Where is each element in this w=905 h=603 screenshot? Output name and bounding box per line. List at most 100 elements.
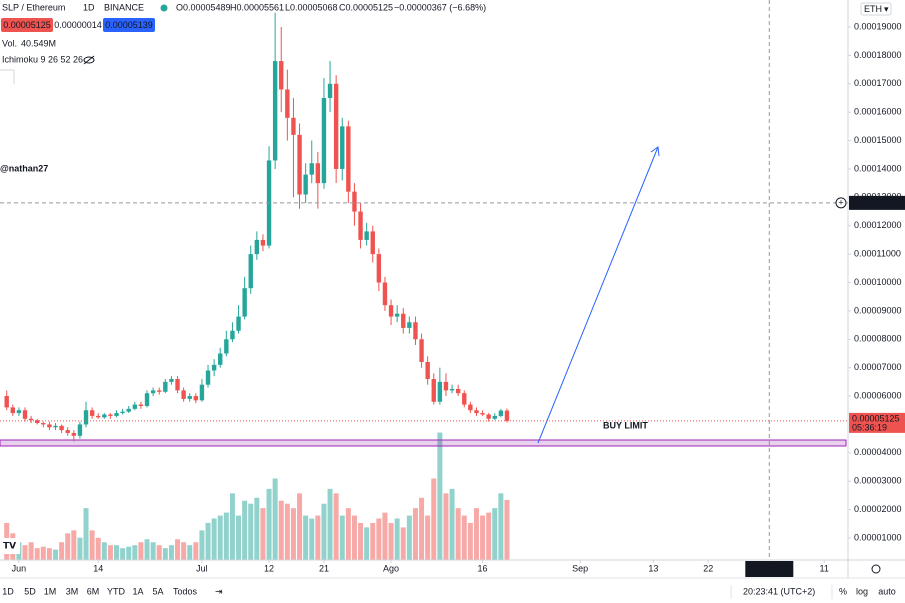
volume-bar <box>199 530 205 560</box>
x-tick-label: 14 <box>93 563 103 573</box>
volume-bar <box>278 500 284 560</box>
candle-body <box>114 413 119 416</box>
candle-body <box>327 83 333 98</box>
candle-body <box>163 381 168 392</box>
y-tick-label: 0.00002000 <box>854 504 902 514</box>
candle-body <box>407 322 412 328</box>
candle-body <box>346 126 351 192</box>
range-button[interactable]: 1A <box>132 586 143 596</box>
candle-body <box>175 379 180 391</box>
volume-bar <box>297 493 303 560</box>
range-button[interactable]: 1M <box>44 586 57 596</box>
candle-body <box>504 410 510 421</box>
y-tick-label: 0.00018000 <box>854 50 902 60</box>
eye-slash[interactable] <box>83 55 95 65</box>
candle-body <box>16 410 22 414</box>
candle-body <box>108 414 113 416</box>
volume-bar <box>107 545 113 560</box>
range-button[interactable]: 5A <box>152 586 163 596</box>
volume-bar <box>351 515 357 560</box>
eye-icon[interactable] <box>83 56 95 64</box>
volume-bar <box>382 512 388 560</box>
volume-bar <box>443 493 449 560</box>
range-button[interactable]: 5D <box>24 586 36 596</box>
candle-body <box>138 404 144 406</box>
volume-bar <box>358 522 364 560</box>
currency[interactable]: ETH <box>864 4 882 14</box>
volume-bar <box>290 508 296 560</box>
author-tag: @nathan27 <box>0 163 48 173</box>
candle-body <box>462 393 467 405</box>
bid[interactable]: 0.00005125 <box>3 20 51 30</box>
candle-body <box>376 254 382 283</box>
currency-caret[interactable]: ▾ <box>884 4 889 14</box>
volume-bar <box>138 542 144 560</box>
candle-body <box>41 423 46 425</box>
sell-button[interactable] <box>1 18 53 32</box>
range-button[interactable]: 6M <box>87 586 100 596</box>
crosshair-time-label: 02 Oct '21 <box>749 563 790 573</box>
candle-body <box>77 424 83 436</box>
range-button[interactable]: 3M <box>66 586 79 596</box>
buy-button[interactable] <box>103 18 155 32</box>
range-button[interactable]: 1D <box>2 586 14 596</box>
candle-body <box>449 388 455 391</box>
volume-bar <box>77 537 83 560</box>
volume-bar <box>412 508 418 560</box>
candle-body <box>120 411 125 414</box>
volume-bar <box>101 542 107 560</box>
range-button[interactable]: YTD <box>107 586 126 596</box>
add-alert-plus[interactable]: + <box>838 198 843 208</box>
volume-bar <box>175 539 181 560</box>
volume-bar <box>205 522 211 560</box>
x-tick-label: Jul <box>196 563 208 573</box>
candle-body <box>315 163 321 184</box>
crosshair-time-tag <box>745 561 794 577</box>
volume-bar <box>144 539 150 560</box>
candle-body <box>28 418 34 421</box>
y-tick-label: 0.00009000 <box>854 305 902 315</box>
candle-layer <box>4 12 510 442</box>
y-tick-label: 0.00019000 <box>854 21 902 31</box>
candle-body <box>364 231 369 240</box>
date-range-icon[interactable]: ⇥ <box>215 586 223 596</box>
volume-bar <box>248 503 254 560</box>
add-alert-button[interactable] <box>835 197 847 209</box>
y-tick-label: 0.00011000 <box>854 248 901 258</box>
candle-body <box>22 410 28 419</box>
candle-body <box>59 425 64 431</box>
candle-body <box>455 388 461 394</box>
candle-body <box>291 117 296 135</box>
scale-button[interactable]: auto <box>878 586 896 596</box>
ask[interactable]: 0.00005139 <box>105 20 153 30</box>
volume-bar <box>211 518 217 560</box>
candle-body <box>10 407 16 414</box>
logo[interactable]: 𝗧𝗩 <box>3 540 16 550</box>
volume-bar <box>284 503 290 560</box>
candle-body <box>169 379 174 382</box>
volume-bar <box>193 542 199 560</box>
currency-button[interactable] <box>860 2 892 16</box>
volume-bar <box>467 522 473 560</box>
candle-body <box>370 231 375 255</box>
x-tick-label: 11 <box>820 563 829 573</box>
scale-button[interactable]: % <box>839 586 847 596</box>
candle-body <box>181 390 186 399</box>
x-tick-label: Ago <box>383 563 399 573</box>
projection-arrow <box>537 146 659 444</box>
volume-bar <box>370 522 376 560</box>
y-tick-label: 0.00004000 <box>854 447 902 457</box>
candle-body <box>413 322 418 340</box>
scale-button[interactable]: log <box>856 586 868 596</box>
volume-bar <box>272 478 278 560</box>
y-tick-label: 0.00012000 <box>854 220 902 230</box>
settings-icon[interactable] <box>871 564 881 574</box>
range-button[interactable]: Todos <box>173 586 198 596</box>
candle-body <box>83 410 89 425</box>
volume-bar <box>223 512 229 560</box>
volume-bar <box>480 515 486 560</box>
candle-body <box>321 97 327 184</box>
candle-body <box>144 393 150 406</box>
candle-body <box>382 282 388 306</box>
visibility-icon[interactable] <box>83 55 95 65</box>
